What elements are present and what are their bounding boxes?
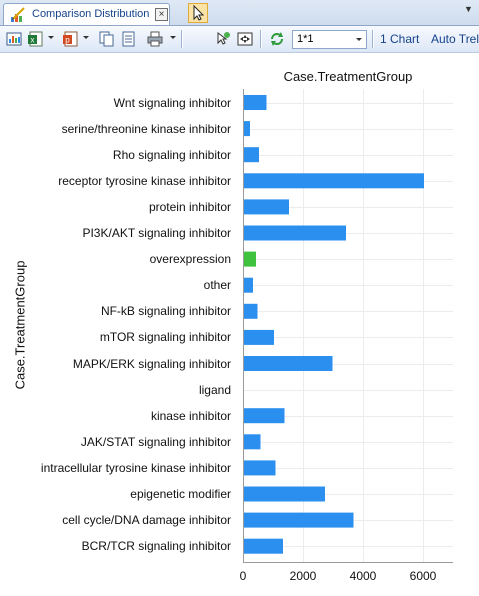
export-ppt-icon[interactable]: p	[62, 30, 80, 48]
category-label: serine/threonine kinase inhibitor	[61, 121, 231, 136]
export-image-icon[interactable]	[5, 30, 23, 48]
category-label: kinase inhibitor	[150, 408, 231, 423]
category-label: BCR/TCR signaling inhibitor	[81, 539, 231, 554]
toolbar-separator	[372, 30, 373, 48]
category-label: Wnt signaling inhibitor	[113, 95, 231, 110]
bar[interactable]	[244, 329, 274, 345]
copy-icon[interactable]	[98, 30, 116, 48]
export-ppt-dropdown-icon[interactable]	[83, 36, 89, 39]
auto-trellis-button[interactable]: Auto Trel	[431, 32, 479, 46]
zoom-icon[interactable]	[214, 30, 232, 48]
bar[interactable]	[244, 225, 346, 241]
bar[interactable]	[244, 538, 283, 554]
pointer-icon	[193, 4, 205, 21]
bar[interactable]	[244, 303, 258, 319]
category-label: Rho signaling inhibitor	[112, 147, 231, 162]
tab-comparison-distribution[interactable]: Comparison Distribution ×	[3, 3, 170, 25]
y-axis-title: Case.TreatmentGroup	[12, 260, 28, 390]
bar[interactable]	[244, 486, 325, 502]
chart-pencil-icon	[11, 7, 25, 22]
refresh-icon[interactable]	[268, 30, 286, 48]
bar[interactable]	[244, 121, 250, 137]
charts-count-button[interactable]: 1 Chart	[380, 32, 420, 46]
bar[interactable]	[244, 277, 253, 293]
category-label: JAK/STAT signaling inhibitor	[80, 434, 231, 449]
bar[interactable]	[244, 147, 259, 163]
category-label: MAPK/ERK signaling inhibitor	[72, 356, 231, 371]
print-icon[interactable]	[146, 30, 164, 48]
category-label: mTOR signaling inhibitor	[99, 330, 231, 345]
x-tick-label: 6000	[409, 569, 437, 583]
layout-select[interactable]: 1*1	[292, 30, 367, 49]
bar[interactable]	[244, 95, 267, 110]
bar[interactable]	[244, 460, 276, 476]
category-label: epigenetic modifier	[130, 487, 231, 501]
tab-strip: Comparison Distribution × ▼	[0, 0, 479, 26]
chart-title: Case.TreatmentGroup	[283, 69, 413, 84]
close-icon[interactable]: ×	[155, 8, 168, 21]
bar[interactable]	[244, 408, 285, 424]
x-tick-label: 4000	[349, 569, 377, 583]
category-label: ligand	[198, 382, 231, 397]
toolbar-separator	[260, 30, 261, 48]
chevron-down-icon[interactable]	[356, 38, 362, 41]
tab-label: Comparison Distribution	[32, 8, 150, 20]
category-label: protein inhibitor	[148, 199, 231, 214]
category-label: PI3K/AKT signaling inhibitor	[82, 226, 231, 240]
bar[interactable]	[244, 173, 424, 189]
pointer-tool-button[interactable]	[188, 3, 208, 23]
x-tick-label: 0	[239, 569, 247, 583]
toolbar-separator	[181, 30, 182, 48]
bar-chart-plot	[243, 89, 453, 563]
export-excel-icon[interactable]: x	[27, 30, 45, 48]
bar[interactable]	[244, 512, 354, 528]
tab-menu-dropdown-icon[interactable]: ▼	[464, 4, 473, 14]
category-label: intracellular tyrosine kinase inhibitor	[40, 460, 231, 475]
bar[interactable]	[244, 251, 256, 267]
category-label: other	[203, 278, 231, 293]
category-label: NF-kB signaling inhibitor	[100, 304, 231, 319]
x-tick-label: 2000	[289, 569, 317, 583]
layout-value: 1*1	[297, 33, 314, 45]
bar[interactable]	[244, 434, 261, 450]
export-excel-dropdown-icon[interactable]	[48, 36, 54, 39]
bar[interactable]	[244, 356, 333, 371]
print-dropdown-icon[interactable]	[170, 36, 176, 39]
svg-text:p: p	[65, 36, 70, 45]
svg-text:x: x	[31, 36, 35, 45]
category-label: overexpression	[149, 252, 231, 267]
fit-icon[interactable]	[236, 30, 254, 48]
category-label: receptor tyrosine kinase inhibitor	[58, 173, 231, 188]
bar[interactable]	[244, 199, 289, 215]
category-label: cell cycle/DNA damage inhibitor	[62, 513, 231, 528]
copy-all-icon[interactable]	[120, 30, 138, 48]
